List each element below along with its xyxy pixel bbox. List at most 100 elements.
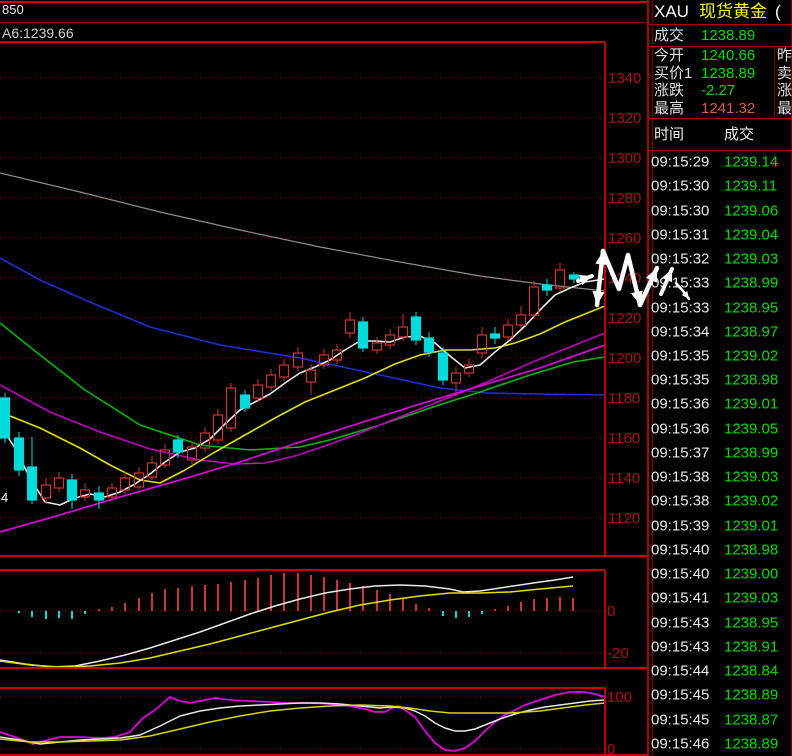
price-axis-label: 1160 — [608, 430, 640, 447]
tick-header-price: 成交 — [724, 126, 755, 143]
candlestick-up — [528, 286, 540, 316]
tick-time: 09:15:31 — [651, 226, 710, 244]
tick-row: 09:15:35 1239.02 — [649, 344, 792, 368]
tick-time: 09:15:36 — [651, 395, 710, 413]
separator — [649, 46, 792, 47]
candlestick-up — [476, 334, 488, 354]
quote-title[interactable]: XAU 现货黄金 ( — [649, 0, 792, 24]
tick-time: 09:15:30 — [651, 202, 710, 220]
tick-price: 1238.84 — [724, 662, 779, 680]
kdj-axis-label: 0 — [607, 741, 615, 756]
tick-price: 1238.95 — [724, 299, 779, 317]
tick-row: 09:15:40 1238.98 — [649, 538, 792, 562]
tick-price: 1239.01 — [724, 395, 779, 413]
kdj-pane[interactable]: 100 0 — [0, 687, 647, 756]
symbol-name-cutoff: ( — [774, 2, 781, 21]
main-chart-pane[interactable]: 1340 1320 1300 1280 1260 1240 1220 1200 1180 1160… — [0, 41, 647, 557]
field-label-cutoff: 卖 — [777, 64, 792, 82]
tick-time: 09:15:41 — [651, 589, 710, 607]
tick-time: 09:15:36 — [651, 420, 710, 438]
candlestick-up — [133, 472, 145, 488]
ma-legend-partial: A6:1239.66 — [2, 25, 74, 41]
tick-time: 09:15:44 — [651, 662, 710, 680]
candlestick-down — [66, 479, 78, 501]
tick-row: 09:15:37 1238.99 — [649, 441, 792, 465]
field-label-cutoff: 涨 — [777, 82, 792, 99]
tick-time: 09:15:38 — [651, 468, 710, 486]
price-axis-label: 1340 — [608, 70, 641, 87]
tick-row: 09:15:45 1238.87 — [649, 707, 792, 731]
tick-row: 09:15:41 1239.03 — [649, 586, 792, 610]
price-axis-label: 1320 — [608, 110, 641, 127]
quote-info-row: 今开 1240.66 昨 — [649, 47, 792, 65]
candlestick-up — [79, 489, 91, 498]
top-border — [0, 1, 792, 3]
candlestick-up — [305, 369, 317, 383]
quote-info-row: 买价1 1238.89 卖 — [649, 65, 792, 83]
tick-time: 09:15:35 — [651, 371, 710, 389]
field-label: 买价1 — [654, 64, 693, 82]
field-label: 最高 — [654, 99, 685, 117]
tick-price: 1239.11 — [724, 177, 778, 195]
price-axis-label: 1260 — [608, 230, 641, 247]
tick-price: 1239.01 — [724, 517, 779, 535]
kdj-j-line — [0, 691, 606, 752]
tick-time: 09:15:30 — [651, 177, 710, 195]
tick-row: 09:15:34 1238.97 — [649, 320, 792, 344]
price-axis-label: 1200 — [608, 350, 641, 367]
chart-area[interactable]: 1340 1320 1300 1280 1260 1240 1220 1200 1180 1160… — [0, 0, 647, 756]
tick-price: 1239.03 — [724, 250, 779, 268]
symbol-name: 现货黄金 — [698, 2, 767, 21]
tick-price: 1239.03 — [724, 589, 779, 607]
candlestick-up — [450, 372, 462, 384]
tick-row: 09:15:38 1239.02 — [649, 489, 792, 513]
tick-price: 1239.06 — [724, 202, 779, 220]
tick-row: 09:15:40 1239.00 — [649, 562, 792, 586]
candlestick-up — [146, 462, 158, 478]
macd-pane[interactable]: 0 -20 — [0, 569, 647, 669]
ma-blue — [0, 257, 606, 396]
candlestick-up — [554, 269, 566, 289]
candlestick-down — [0, 397, 11, 439]
symbol-code: XAU — [654, 2, 689, 21]
tick-time: 09:15:45 — [651, 686, 710, 704]
tick-time: 09:15:43 — [651, 638, 710, 656]
ma-long-gray — [0, 172, 606, 292]
tick-list[interactable]: 09:15:29 1239.14 09:15:30 1239.11 09:15:30 12… — [649, 150, 792, 756]
kdj-axis-label: 100 — [607, 689, 632, 706]
chart-title-partial: 850 — [2, 2, 24, 17]
tick-row: 09:15:44 1238.84 — [649, 659, 792, 683]
kdj-k-line — [0, 699, 606, 745]
tick-time: 09:15:33 — [651, 299, 710, 317]
candlestick-down — [239, 394, 251, 409]
tick-row: 09:15:33 1238.99 — [649, 271, 792, 295]
candlestick-up — [384, 334, 396, 346]
candlestick-up — [397, 326, 409, 338]
tick-time: 09:15:33 — [651, 274, 710, 292]
macd-dea-line — [0, 585, 574, 668]
field-label: 今开 — [654, 47, 685, 64]
tick-row: 09:15:43 1238.95 — [649, 610, 792, 634]
price-axis-label: 1220 — [608, 310, 641, 327]
tick-time: 09:15:38 — [651, 492, 710, 510]
tick-row: 09:15:43 1238.91 — [649, 635, 792, 659]
candlestick-up — [53, 477, 65, 489]
tick-price: 1239.02 — [724, 492, 779, 510]
quote-info-row: 涨跌 -2.27 涨 — [649, 82, 792, 100]
price-axis-label: 1140 — [608, 470, 640, 487]
tick-row: 09:15:30 1239.11 — [649, 174, 792, 198]
field-value: 1241.32 — [701, 99, 756, 117]
tick-price: 1239.05 — [724, 420, 779, 438]
candlestick-up — [159, 449, 171, 466]
tick-time: 09:15:45 — [651, 711, 710, 728]
candlestick-down — [423, 337, 435, 353]
candlestick-up — [292, 352, 304, 368]
field-value: -2.27 — [701, 82, 736, 99]
ma-white — [0, 278, 606, 506]
field-value: 1238.89 — [701, 64, 756, 82]
tick-table-header: 时间 成交 — [649, 120, 792, 150]
tick-time: 09:15:46 — [651, 735, 710, 753]
macd-axis-label: -20 — [607, 645, 629, 662]
price-axis-label: 1120 — [608, 510, 640, 527]
